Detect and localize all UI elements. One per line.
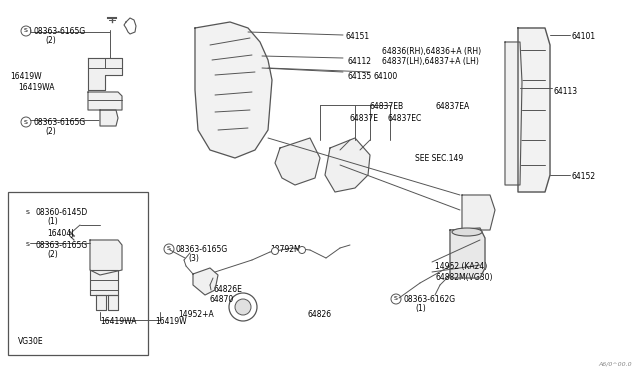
Text: VG30E: VG30E — [18, 337, 44, 346]
Text: A6/0^00.0: A6/0^00.0 — [598, 361, 632, 366]
Text: 08363-6162G: 08363-6162G — [403, 295, 455, 304]
Text: 64101: 64101 — [572, 32, 596, 41]
Text: S: S — [24, 119, 28, 125]
Text: 64113: 64113 — [554, 87, 578, 96]
Text: 16419WA: 16419WA — [100, 317, 136, 326]
Text: 18792M: 18792M — [270, 245, 301, 254]
Text: (2): (2) — [45, 36, 56, 45]
Polygon shape — [96, 295, 106, 310]
Text: 64112: 64112 — [347, 57, 371, 66]
Circle shape — [238, 104, 246, 112]
Text: 16419W: 16419W — [155, 317, 187, 326]
Bar — [8, 192, 148, 355]
Text: 64882M(VG30): 64882M(VG30) — [435, 273, 493, 282]
Polygon shape — [518, 28, 550, 192]
Text: (1): (1) — [415, 304, 426, 313]
Circle shape — [298, 247, 305, 253]
Ellipse shape — [452, 228, 482, 236]
Polygon shape — [325, 138, 370, 192]
Circle shape — [238, 81, 246, 89]
Text: 64826E: 64826E — [213, 285, 242, 294]
Polygon shape — [88, 58, 122, 90]
Polygon shape — [88, 92, 122, 110]
Text: 64100: 64100 — [373, 72, 397, 81]
Polygon shape — [505, 42, 522, 185]
Text: 16404J: 16404J — [47, 229, 74, 238]
Text: 08363-6165G: 08363-6165G — [35, 241, 87, 250]
Text: 64151: 64151 — [346, 32, 370, 41]
Polygon shape — [275, 138, 320, 185]
Text: 64837EC: 64837EC — [387, 114, 421, 123]
Text: 08363-6165G: 08363-6165G — [176, 245, 228, 254]
Circle shape — [235, 299, 251, 315]
Polygon shape — [450, 228, 485, 278]
Circle shape — [92, 62, 98, 68]
Circle shape — [23, 240, 33, 250]
Circle shape — [21, 117, 31, 127]
Text: 08360-6145D: 08360-6145D — [35, 208, 87, 217]
Text: S: S — [26, 243, 30, 247]
Circle shape — [229, 293, 257, 321]
Text: 16419W: 16419W — [10, 72, 42, 81]
Polygon shape — [108, 295, 118, 310]
Polygon shape — [90, 240, 122, 275]
Circle shape — [164, 244, 174, 254]
Text: 08363-6165G: 08363-6165G — [33, 118, 85, 127]
Circle shape — [391, 294, 401, 304]
Circle shape — [21, 26, 31, 36]
Text: 64836(RH),64836+A (RH): 64836(RH),64836+A (RH) — [382, 47, 481, 56]
Polygon shape — [193, 268, 218, 295]
Text: S: S — [394, 296, 398, 301]
Text: S: S — [24, 29, 28, 33]
Text: 08363-6165G: 08363-6165G — [33, 27, 85, 36]
Text: 64152: 64152 — [572, 172, 596, 181]
Text: (3): (3) — [188, 254, 199, 263]
Text: 64837E: 64837E — [350, 114, 379, 123]
Polygon shape — [90, 270, 118, 295]
Text: 64135: 64135 — [347, 72, 371, 81]
Circle shape — [236, 58, 244, 66]
Text: (2): (2) — [45, 127, 56, 136]
Polygon shape — [462, 195, 495, 230]
Polygon shape — [100, 110, 118, 126]
Text: (2): (2) — [47, 250, 58, 259]
Text: S: S — [167, 247, 171, 251]
Text: 14952 (KA24): 14952 (KA24) — [435, 262, 487, 271]
Text: 64837EA: 64837EA — [435, 102, 469, 111]
Circle shape — [271, 247, 278, 254]
Circle shape — [23, 207, 33, 217]
Text: 64870: 64870 — [210, 295, 234, 304]
Text: SEE SEC.149: SEE SEC.149 — [415, 154, 463, 163]
Text: 64826: 64826 — [307, 310, 331, 319]
Text: 64837EB: 64837EB — [369, 102, 403, 111]
Text: 64837(LH),64837+A (LH): 64837(LH),64837+A (LH) — [382, 57, 479, 66]
Text: (1): (1) — [47, 217, 58, 226]
Text: 14952+A: 14952+A — [178, 310, 214, 319]
Text: 16419WA: 16419WA — [18, 83, 54, 92]
Polygon shape — [195, 22, 272, 158]
Text: S: S — [26, 209, 30, 215]
